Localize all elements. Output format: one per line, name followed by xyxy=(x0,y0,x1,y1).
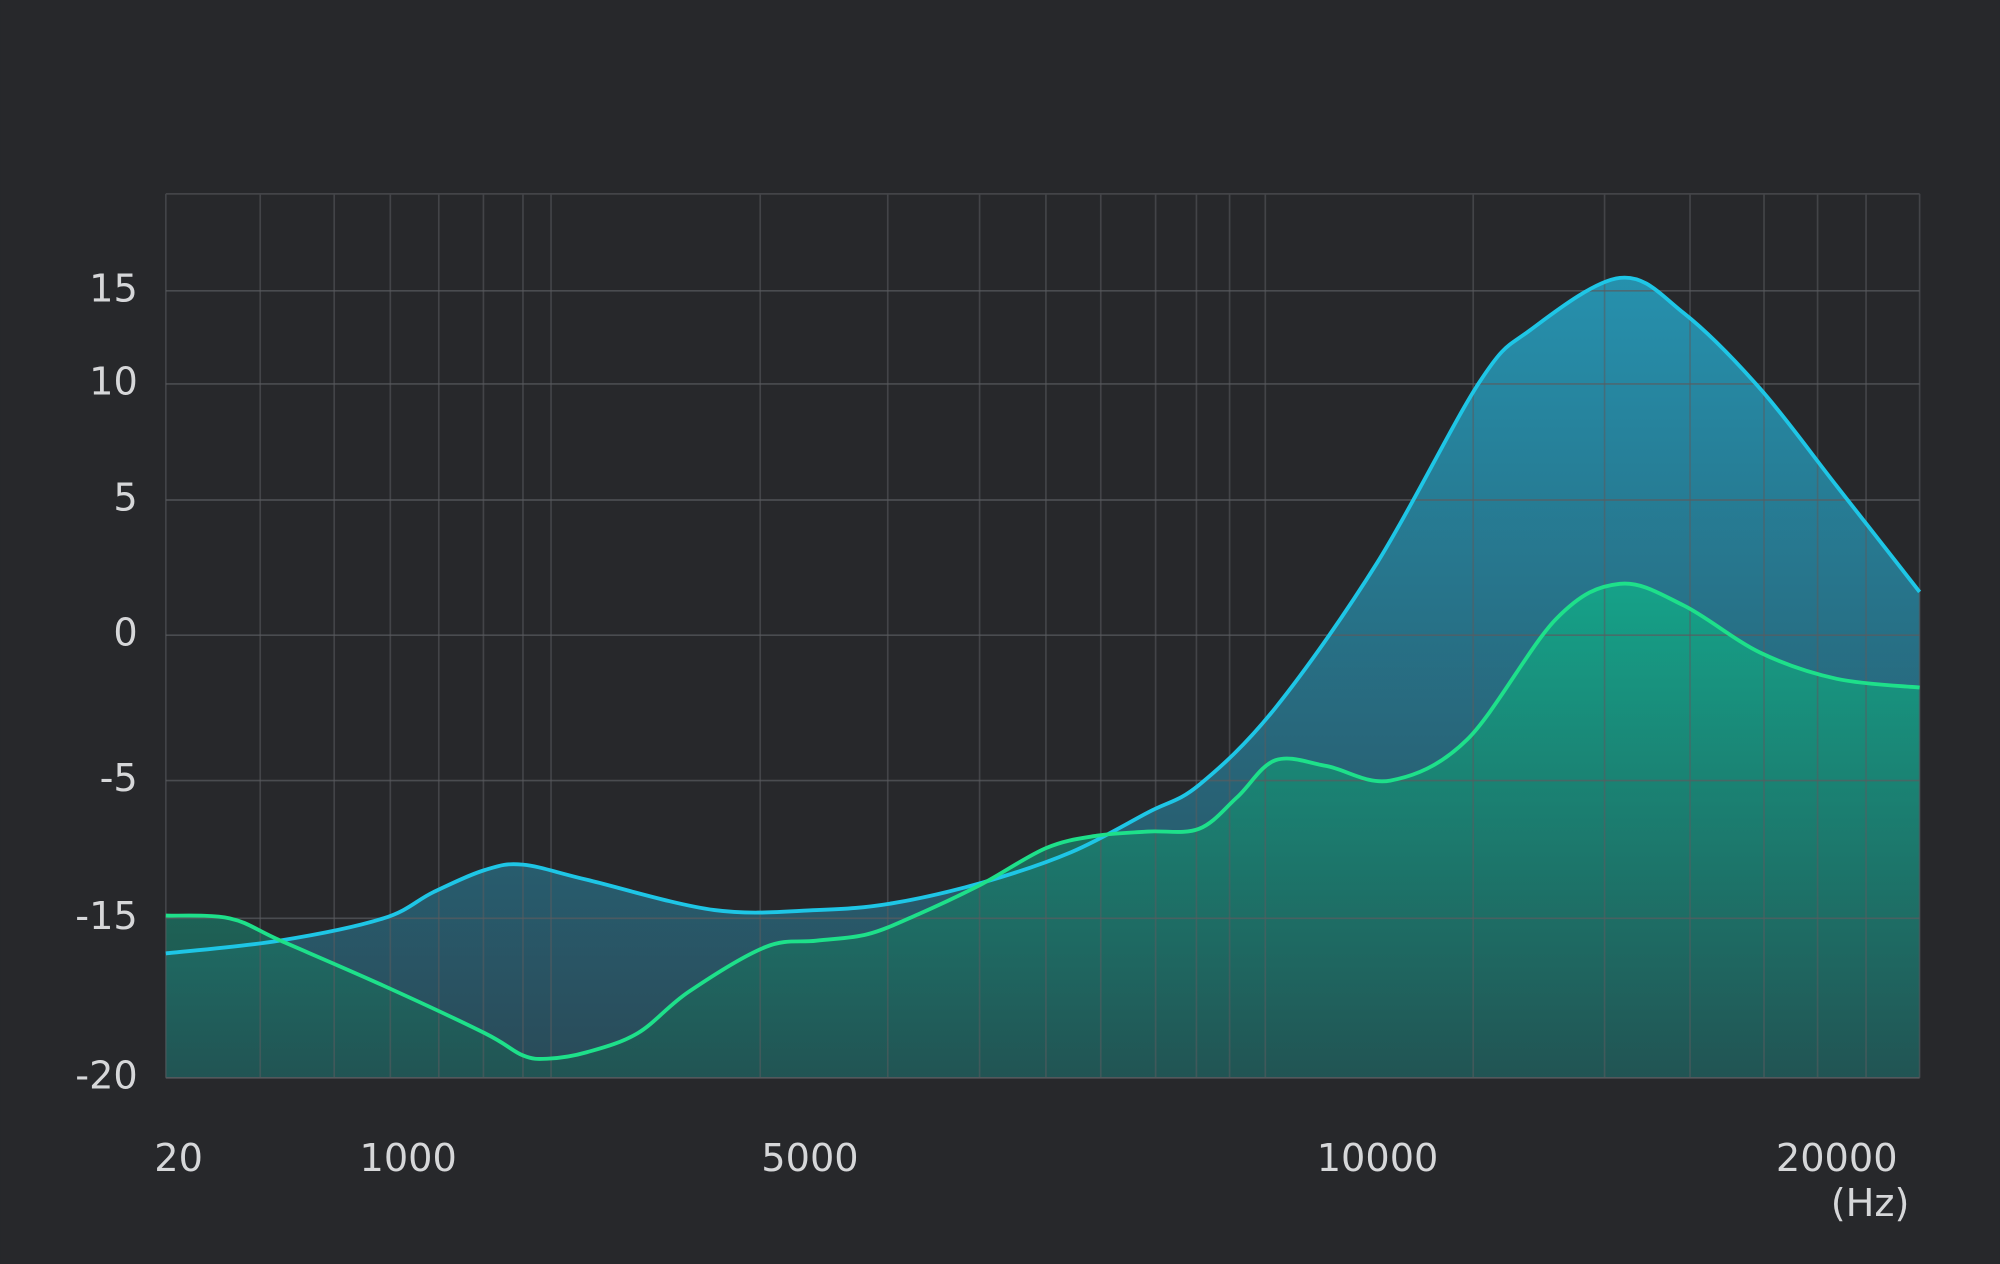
y-tick-label: -20 xyxy=(75,1053,137,1098)
area xyxy=(165,583,1920,1078)
y-tick-label: 5 xyxy=(113,475,137,520)
x-axis-label: (Hz) xyxy=(1831,1181,1910,1226)
y-tick-label: -5 xyxy=(100,756,138,801)
lines xyxy=(165,275,1922,1061)
x-tick-label: 10000 xyxy=(1317,1136,1439,1181)
y-tick-label: -15 xyxy=(75,894,137,939)
x-tick-label: 1000 xyxy=(360,1136,457,1181)
y-tick-label: 10 xyxy=(89,359,138,404)
y-tick-label: 0 xyxy=(113,611,137,656)
x-tick-label: 20000 xyxy=(1776,1136,1898,1181)
grid xyxy=(165,289,1920,1079)
y-tick-label: 15 xyxy=(89,266,138,311)
line xyxy=(165,275,1922,956)
areas xyxy=(165,277,1920,1078)
x-tick-label: 20 xyxy=(154,1136,203,1181)
line xyxy=(165,581,1920,1061)
x-tick-label: 5000 xyxy=(761,1136,858,1181)
